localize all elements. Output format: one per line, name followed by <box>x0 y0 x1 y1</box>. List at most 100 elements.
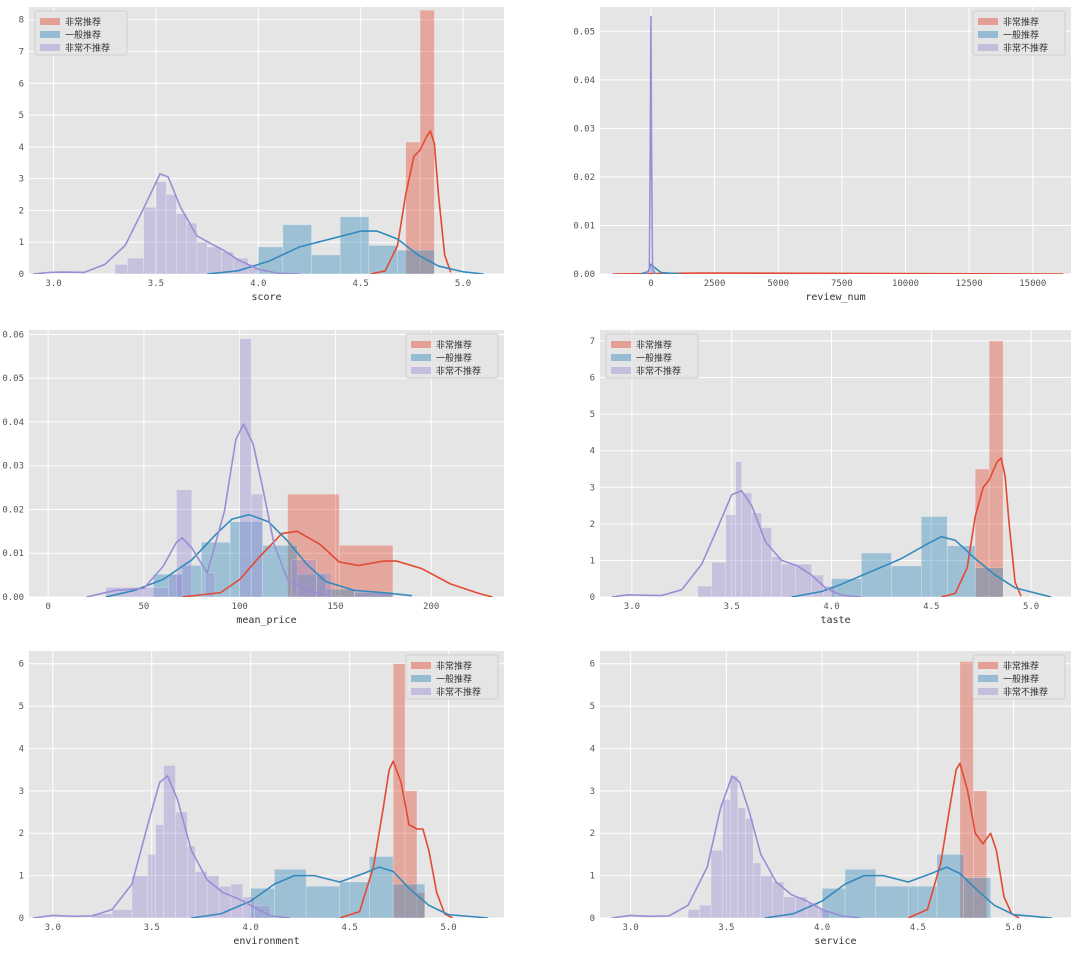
x-axis-label: taste <box>820 615 850 626</box>
x-axis-label: review_num <box>805 292 865 303</box>
x-tick-label: 2500 <box>704 279 726 289</box>
x-tick-label: 3.0 <box>45 923 61 933</box>
legend-swatch <box>411 688 431 695</box>
legend-label: 一般推荐 <box>65 29 101 41</box>
y-tick-label: 0.04 <box>2 418 24 428</box>
legend-swatch <box>978 688 998 695</box>
x-tick-label: 3.0 <box>45 279 61 289</box>
histogram-bar <box>291 559 317 597</box>
histogram-bar <box>711 561 727 597</box>
x-axis-label: mean_price <box>236 615 296 626</box>
kde-line <box>791 535 1052 597</box>
legend-swatch <box>611 341 631 348</box>
legend-label: 非常推荐 <box>436 660 472 672</box>
y-tick-label: 4 <box>19 744 24 754</box>
subplot-service: 3.0 3.5 4.0 4.5 5.0 0 1 2 3 4 5 6 service 非常推荐一般推荐非常不… <box>590 651 1071 947</box>
legend-label: 非常推荐 <box>1003 16 1039 28</box>
x-tick-label: 4.5 <box>923 602 939 612</box>
y-tick-label: 1 <box>19 238 24 248</box>
plot-area <box>611 340 1052 597</box>
subplot-review_num: 0 2500 5000 7500 10000 12500 15000 0.00 0.01 0.02… <box>573 7 1071 303</box>
subplot-taste: 3.0 3.5 4.0 4.5 5.0 0 1 2 3 4 5 6 7 taste 非常推荐一般推荐非常不推… <box>590 330 1071 626</box>
histogram-bar <box>369 856 394 918</box>
x-tick-label: 3.5 <box>718 923 734 933</box>
y-tick-label: 0.03 <box>2 462 24 472</box>
y-tick-label: 0.04 <box>573 76 595 86</box>
y-tick-label: 3 <box>590 483 595 493</box>
histogram-bar <box>392 663 406 918</box>
x-tick-label: 4.0 <box>823 602 839 612</box>
y-tick-label: 6 <box>19 660 24 670</box>
histogram-bar <box>155 181 167 274</box>
y-tick-label: 0 <box>590 914 595 924</box>
legend-label: 一般推荐 <box>1003 673 1039 685</box>
y-tick-label: 0.06 <box>2 330 24 340</box>
plot-area <box>32 663 489 918</box>
histogram-bar <box>155 824 164 918</box>
histogram-bar <box>761 527 772 597</box>
kde-line <box>611 775 861 918</box>
histogram-bar <box>946 545 976 597</box>
histogram-bar <box>262 545 298 597</box>
legend-swatch <box>978 662 998 669</box>
plot-area <box>33 9 484 274</box>
histogram-bar <box>176 213 187 274</box>
histogram-bar <box>725 514 737 597</box>
kde-line <box>941 457 1022 597</box>
x-tick-label: 3.0 <box>624 602 640 612</box>
histogram-bar <box>735 461 742 597</box>
histogram-bar <box>697 585 713 597</box>
y-tick-label: 0 <box>590 593 595 603</box>
y-tick-label: 0.00 <box>2 593 24 603</box>
histogram-bar <box>239 338 252 597</box>
histogram-bar <box>339 881 370 918</box>
histogram-bar <box>772 881 785 918</box>
y-tick-label: 0.01 <box>2 549 24 559</box>
legend-label: 一般推荐 <box>436 352 472 364</box>
y-tick-label: 0.00 <box>573 270 595 280</box>
histogram-bar <box>163 765 176 918</box>
kde-line <box>86 423 332 597</box>
histogram-bar <box>392 883 426 918</box>
histogram-bar <box>974 567 1004 597</box>
y-tick-label: 0.02 <box>573 173 595 183</box>
y-tick-label: 7 <box>590 337 595 347</box>
histogram-bar <box>699 904 712 918</box>
x-tick-label: 0 <box>648 279 653 289</box>
y-tick-label: 8 <box>19 16 24 26</box>
legend-label: 非常不推荐 <box>1003 42 1048 54</box>
kde-line <box>191 866 489 918</box>
kde-line <box>764 866 1052 918</box>
legend-swatch <box>978 31 998 38</box>
y-tick-label: 2 <box>590 829 595 839</box>
legend-frame <box>34 10 128 56</box>
histogram-bar <box>186 222 198 274</box>
x-axis-label: score <box>251 292 281 303</box>
histogram-bar <box>282 224 312 274</box>
histogram-bar <box>722 799 731 918</box>
legend-swatch <box>40 31 60 38</box>
y-tick-label: 0 <box>19 914 24 924</box>
legend-frame <box>972 654 1066 700</box>
x-tick-label: 15000 <box>1019 279 1046 289</box>
kde-line <box>182 530 493 597</box>
legend-swatch <box>611 367 631 374</box>
legend-swatch <box>411 354 431 361</box>
kde-line <box>32 775 291 918</box>
legend-frame <box>972 10 1066 56</box>
histogram-bar <box>325 588 355 597</box>
legend-label: 一般推荐 <box>1003 29 1039 41</box>
kde-line <box>33 173 300 274</box>
kde-line <box>339 760 453 918</box>
histogram-bar <box>729 775 739 918</box>
y-tick-label: 2 <box>19 829 24 839</box>
histogram-bar <box>218 885 232 918</box>
y-tick-label: 7 <box>19 48 24 58</box>
x-tick-label: 0 <box>45 602 50 612</box>
x-tick-label: 200 <box>423 602 439 612</box>
x-tick-label: 4.0 <box>243 923 259 933</box>
legend-swatch <box>611 354 631 361</box>
